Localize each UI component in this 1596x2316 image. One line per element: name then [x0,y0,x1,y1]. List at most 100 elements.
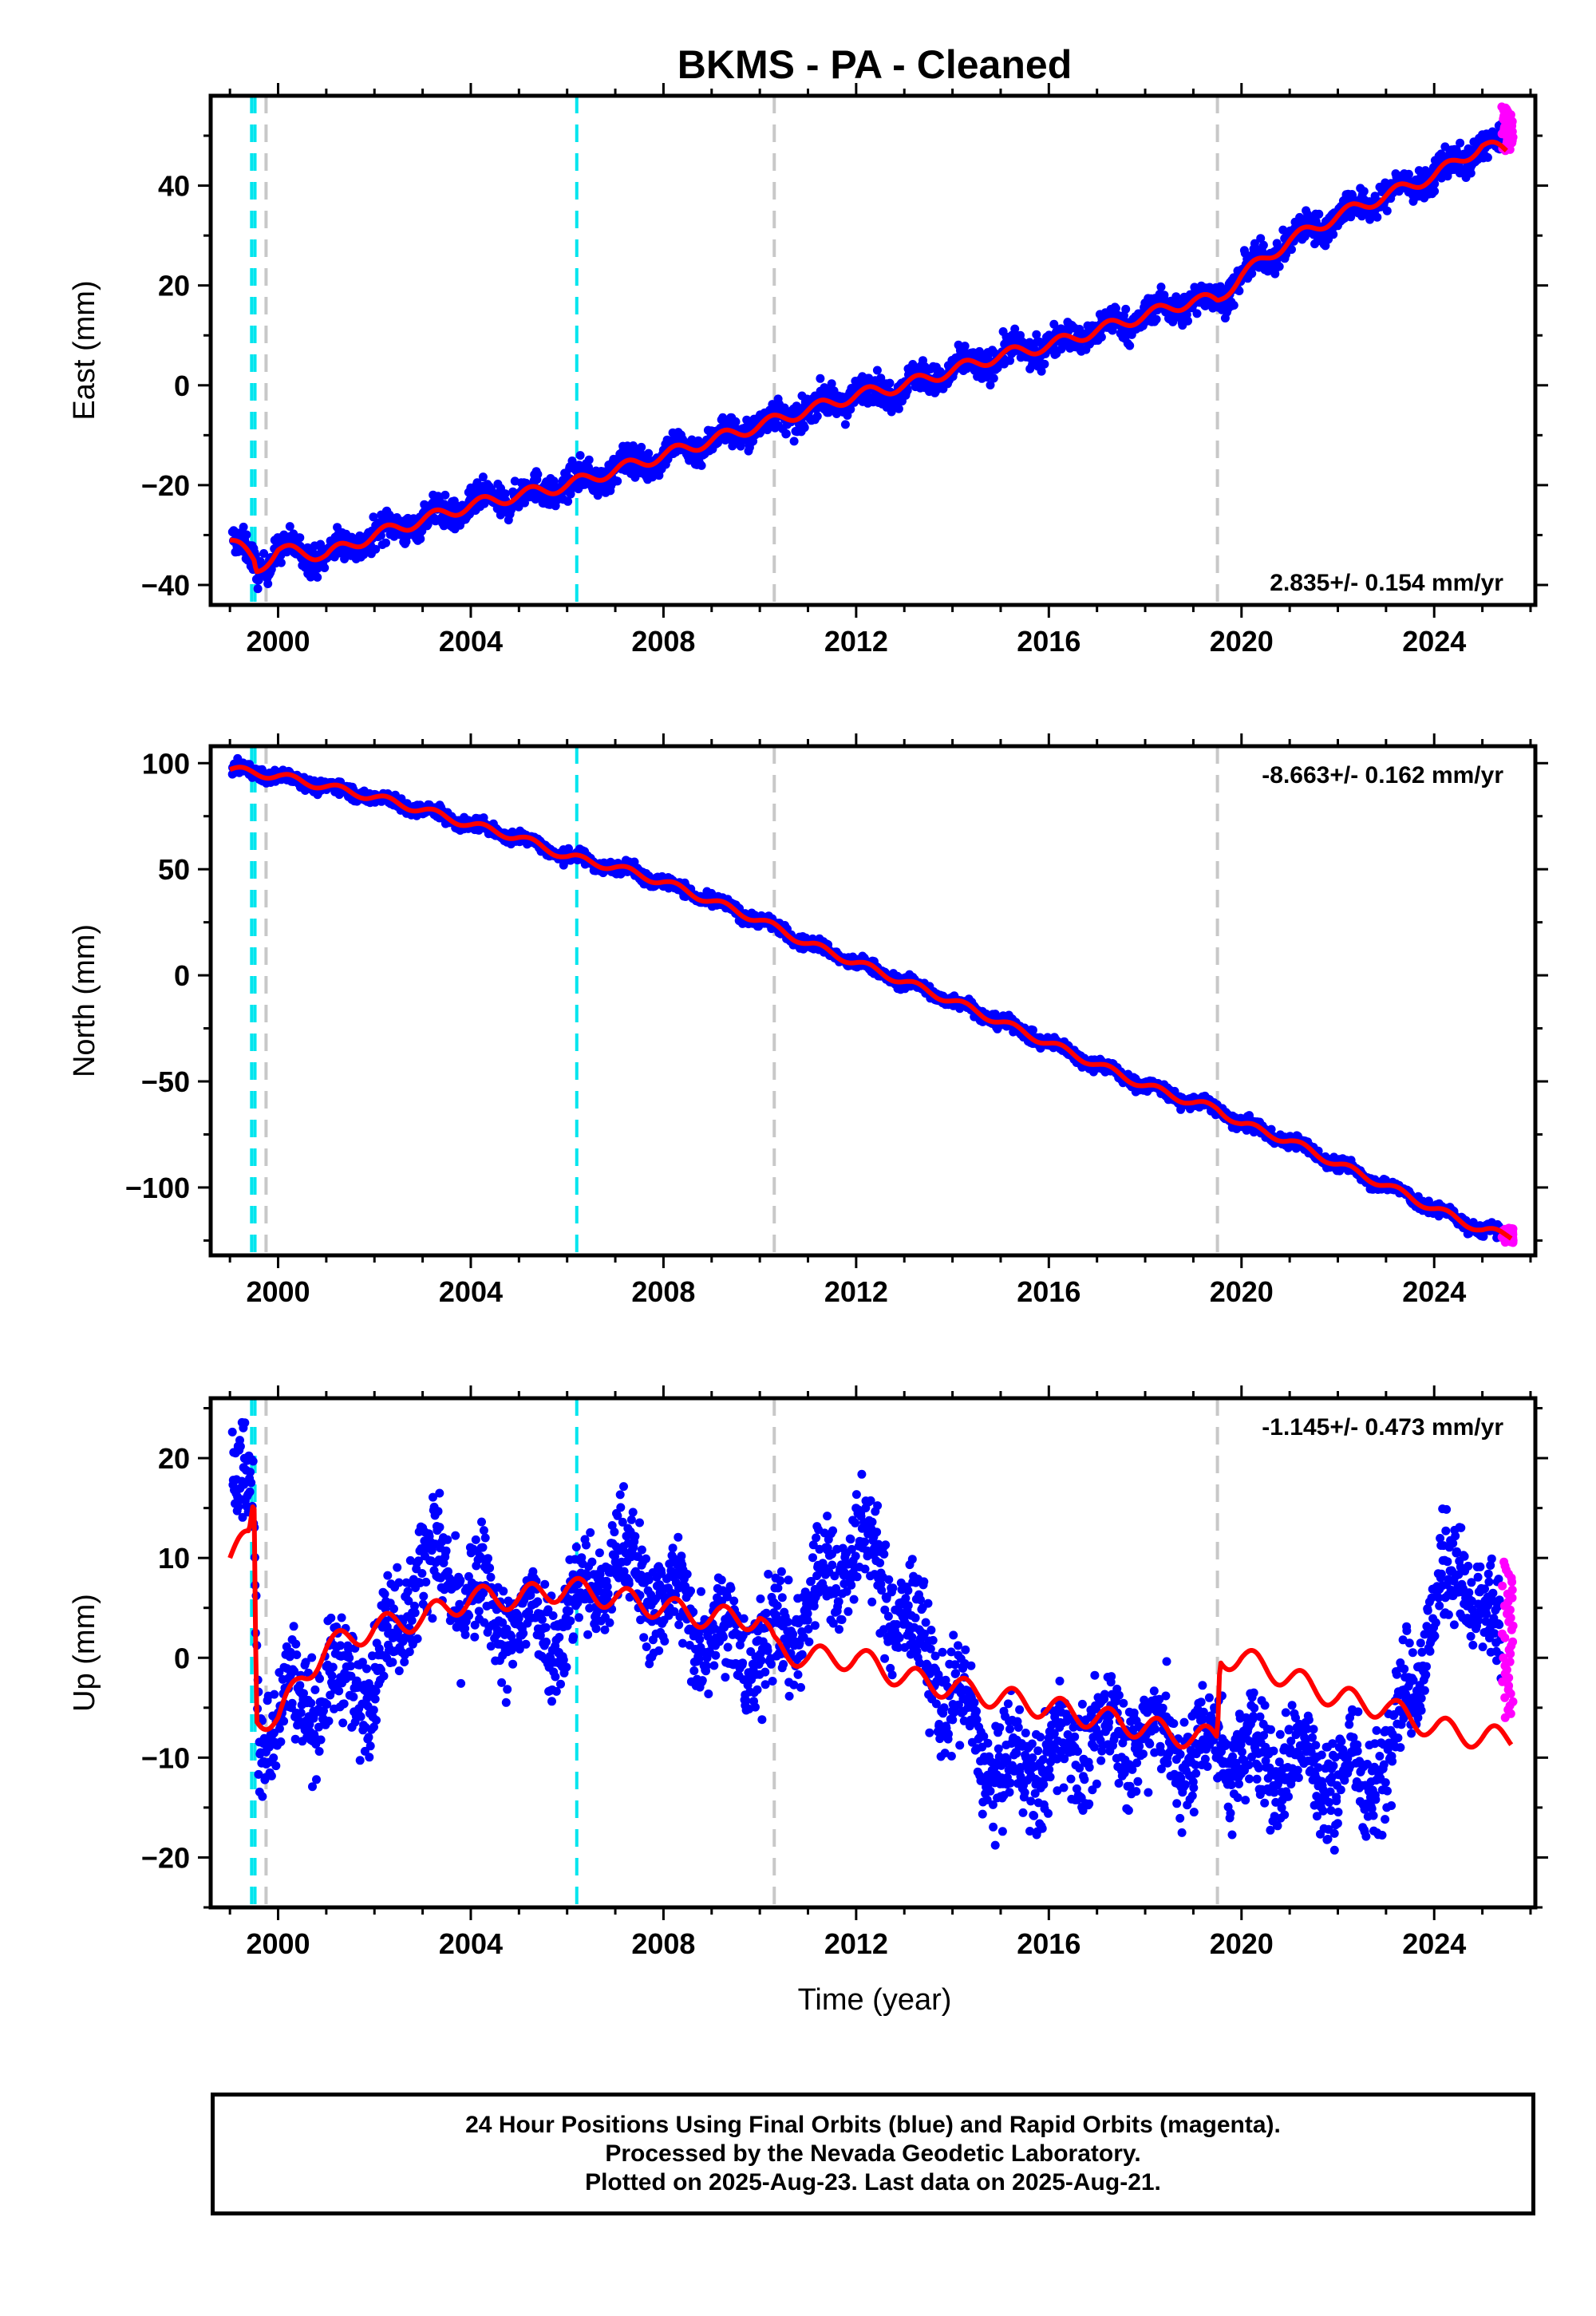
data-point [1256,234,1266,243]
data-point [1159,290,1169,300]
data-point [990,1010,1000,1019]
y-tick-label: 40 [158,170,190,203]
data-point [549,476,559,486]
data-point [960,342,970,351]
data-point [295,533,305,543]
y-axis-label: East (mm) [68,280,101,420]
data-point [1032,330,1041,339]
data-point [1049,319,1059,329]
data-point [1430,187,1440,196]
data-point [687,435,697,445]
data-point [1111,303,1120,313]
data-point [1382,206,1392,215]
plot-frame [208,93,1538,607]
rapid-orbit-series [1497,102,1518,156]
data-point [1235,287,1244,295]
data-point [1314,209,1324,219]
data-point [731,417,741,426]
data-point [1121,304,1131,314]
data-point [872,366,882,375]
data-point [1483,152,1492,162]
data-point [369,512,378,522]
data-point [340,554,350,563]
data-point [820,383,829,393]
data-point [1028,1026,1037,1035]
data-point [584,455,594,464]
data-point [1010,324,1020,334]
data-point [239,522,248,532]
data-point [1258,240,1268,250]
y-tick-label: 20 [158,270,190,302]
data-point [478,472,488,482]
data-point [1287,245,1296,255]
data-point [1156,283,1166,292]
model-trend-line [228,139,1508,575]
plot-area [227,96,1518,605]
data-point [885,378,895,388]
data-point [520,498,529,508]
x-tick-label: 2020 [1210,625,1274,658]
data-point [381,538,390,547]
data-point [840,420,850,429]
data-point [800,423,809,433]
data-point [259,549,269,558]
x-tick-label: 2008 [631,625,695,658]
data-point [371,544,381,554]
data-point [575,451,585,460]
data-point [253,584,263,594]
data-point [593,491,602,500]
data-point [1250,239,1259,248]
data-point [1037,366,1046,376]
x-tick-label: 2000 [246,625,310,658]
data-point [1466,168,1476,178]
data-point [812,412,822,421]
velocity-annotation: 2.835+/- 0.154 mm/yr [1270,570,1503,596]
data-point [903,385,912,395]
data-point [313,572,322,582]
panels: 2000 2004 2008 2012 2016 2020 2024 −40 −20 0 20 40 E… [68,83,1548,1960]
y-tick-label: −20 [141,469,190,502]
panel-north: 2000 2004 2008 2012 2016 2020 2024−100−5005010… [68,733,1548,1308]
data-point [789,437,799,446]
x-tick-label: 2016 [1017,625,1080,658]
data-point [1183,316,1192,326]
data-point [1192,309,1202,318]
data-point [285,522,294,532]
data-point [1005,356,1015,366]
data-point [637,442,646,452]
final-orbit-series [227,753,1506,1243]
data-point [986,381,995,389]
y-tick-label: −40 [141,569,190,602]
data-point [827,379,836,389]
data-point [816,373,825,383]
data-point [1359,187,1369,196]
data-point [1430,179,1440,188]
data-point [500,489,510,499]
data-point [1171,292,1181,302]
data-point [533,469,543,479]
chart-title: BKMS - PA - Cleaned [678,42,1072,87]
y-tick-label: 0 [174,370,190,402]
data-point [989,373,998,383]
data-point [1125,341,1135,350]
data-point [1040,359,1049,369]
rapid-point [1497,102,1507,112]
data-point [440,490,450,500]
data-point [1404,169,1413,179]
x-tick-label: 2004 [439,625,503,658]
data-point [1274,262,1284,271]
x-tick-label: 2012 [824,625,888,658]
data-point [1096,332,1106,342]
data-point [320,563,330,572]
plot-area [227,746,1518,1255]
data-point [263,579,273,588]
data-point [1373,212,1382,222]
data-point [781,429,791,438]
data-point [846,405,855,414]
data-point [242,530,251,539]
data-point [697,460,706,470]
data-point [644,449,654,458]
data-point [276,558,286,567]
x-tick-label: 2024 [1402,625,1466,658]
